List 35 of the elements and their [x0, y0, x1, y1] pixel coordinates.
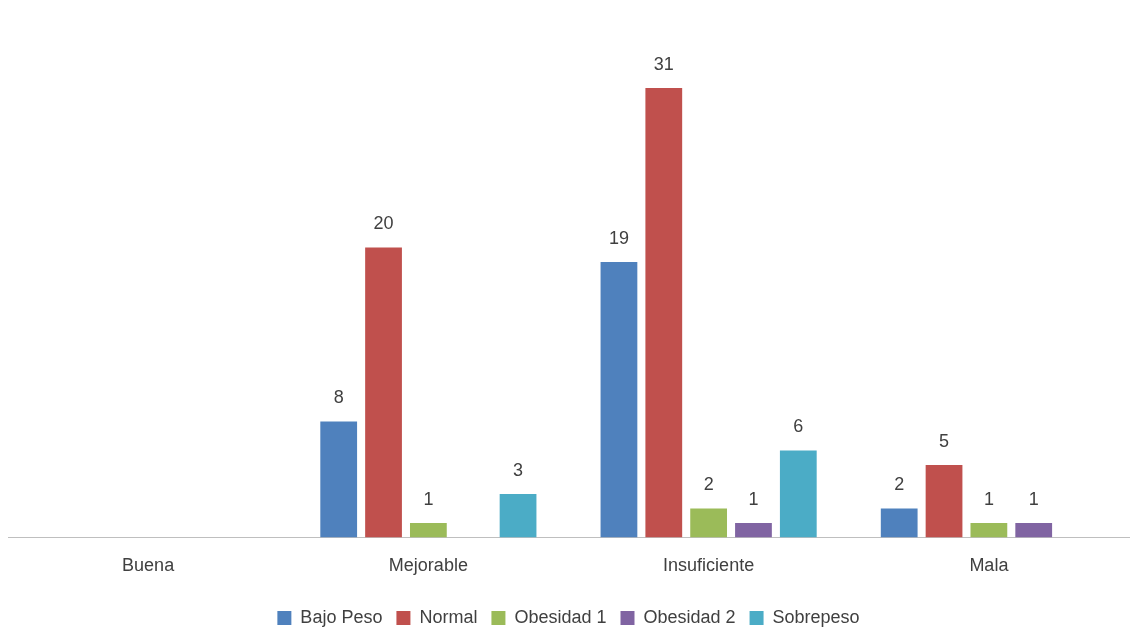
bar: [1015, 522, 1053, 538]
bar: [970, 522, 1008, 538]
bar: [925, 464, 963, 538]
bar: [690, 508, 728, 538]
data-label: 8: [333, 387, 344, 408]
data-label: 1: [748, 488, 759, 509]
data-label: 3: [513, 459, 524, 480]
legend-label: Obesidad 2: [643, 606, 736, 627]
bar: [409, 522, 447, 538]
bar: [645, 87, 683, 538]
data-label: 2: [894, 474, 905, 495]
legend-label: Sobrepeso: [772, 606, 860, 627]
x-tick-label: Mejorable: [388, 555, 468, 576]
x-tick-label: Insuficiente: [663, 555, 755, 576]
data-label: 5: [939, 430, 950, 451]
x-tick-label: Buena: [122, 555, 176, 576]
bar: [779, 450, 817, 538]
bar: [880, 508, 918, 538]
bar: [365, 247, 402, 538]
legend-label: Normal: [419, 606, 478, 627]
data-label: 19: [608, 227, 629, 248]
data-label: 1: [1028, 488, 1039, 509]
data-label: 1: [423, 488, 434, 509]
data-label: 31: [653, 53, 674, 74]
bar: [600, 261, 638, 538]
legend-label: Bajo Peso: [300, 606, 383, 627]
legend-label: Obesidad 1: [514, 606, 607, 627]
data-label: 20: [373, 213, 394, 234]
x-tick-label: Mala: [969, 555, 1010, 576]
data-label: 2: [703, 474, 714, 495]
bar: [499, 493, 537, 538]
bar: [320, 421, 358, 538]
bar: [735, 522, 772, 538]
data-label: 6: [793, 416, 804, 437]
data-label: 1: [983, 488, 994, 509]
